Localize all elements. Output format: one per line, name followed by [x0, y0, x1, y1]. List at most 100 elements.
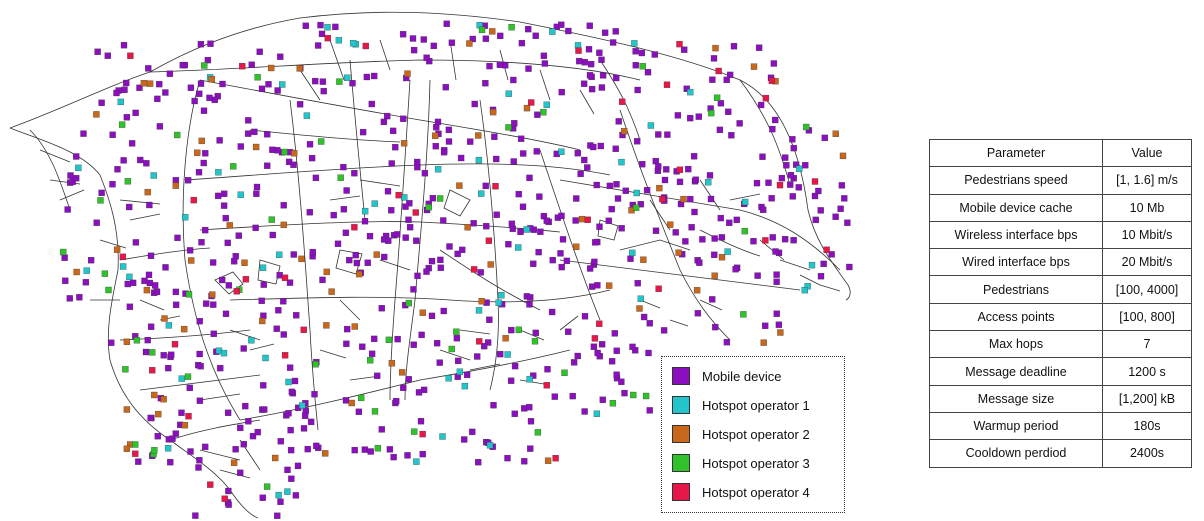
mobile-device-marker	[363, 73, 371, 81]
mobile-device-marker	[732, 266, 739, 273]
mobile-device-marker	[273, 325, 280, 332]
parameter-name: Access points	[929, 302, 1103, 332]
mobile-device-marker	[644, 69, 652, 76]
hotspot-operator-2-marker	[466, 40, 473, 47]
mobile-device-marker	[225, 501, 232, 508]
hotspot-operator-3-marker	[312, 361, 319, 368]
mobile-device-marker	[400, 115, 407, 122]
table-row: Max hops 7	[929, 330, 1192, 359]
mobile-device-marker	[643, 187, 651, 194]
mobile-device-marker	[402, 234, 409, 241]
mobile-device-marker	[486, 62, 493, 70]
mobile-device-marker	[93, 219, 100, 226]
hotspot-operator-1-marker	[279, 81, 286, 88]
mobile-device-marker	[716, 126, 724, 134]
mobile-device-marker	[723, 76, 730, 84]
mobile-device-marker	[563, 257, 571, 265]
mobile-device-marker	[470, 220, 477, 227]
mobile-device-marker	[688, 224, 695, 231]
hotspot-operator-3-marker	[505, 124, 512, 131]
mobile-device-marker	[420, 36, 427, 43]
mobile-device-marker	[599, 72, 607, 79]
mobile-device-marker	[760, 206, 767, 213]
hotspot-operator-1-marker	[504, 351, 511, 358]
mobile-device-marker	[196, 350, 203, 358]
mobile-device-marker	[706, 172, 714, 179]
table-row: Wireless interface bps 10 Mbit/s	[929, 220, 1192, 250]
mobile-device-marker	[540, 52, 548, 59]
hotspot-operator-1-marker	[705, 179, 712, 186]
hotspot-operator-2-marker	[578, 215, 586, 223]
mobile-device-marker	[217, 364, 224, 372]
mobile-device-marker	[414, 272, 421, 280]
hotspot-operator-4-marker	[395, 191, 402, 199]
mobile-device-marker	[240, 345, 247, 352]
parameter-value: 10 Mbit/s	[1102, 220, 1192, 250]
mobile-device-marker	[627, 255, 634, 262]
mobile-device-marker	[392, 144, 399, 151]
mobile-device-marker	[510, 158, 517, 165]
hotspot-operator-2-marker	[268, 64, 275, 72]
mobile-device-marker	[73, 153, 80, 160]
hotspot-operator-2-marker	[656, 184, 663, 192]
hotspot-operator-2-marker	[640, 256, 647, 263]
mobile-device-marker	[380, 118, 388, 126]
mobile-device-marker	[145, 65, 152, 72]
table-row: Message deadline 1200 s	[929, 357, 1192, 386]
mobile-device-marker	[590, 143, 597, 151]
mobile-device-marker	[330, 211, 337, 219]
hotspot-operator-3-marker	[448, 345, 455, 353]
mobile-device-marker	[82, 279, 90, 286]
hotspot-operator-2-marker	[230, 459, 238, 466]
mobile-device-marker	[368, 350, 376, 357]
table-row: Pedestrians [100, 4000]	[929, 275, 1192, 304]
hotspot-operator-4-marker	[676, 40, 683, 48]
mobile-device-marker	[527, 418, 535, 425]
mobile-device-marker	[622, 187, 629, 194]
hotspot-operator-3-marker	[337, 174, 344, 181]
mobile-device-marker	[259, 494, 266, 501]
mobile-device-marker	[759, 153, 766, 160]
mobile-device-marker	[526, 174, 533, 182]
mobile-device-marker	[757, 101, 765, 109]
mobile-device-marker	[611, 330, 618, 337]
hotspot-operator-2-marker	[194, 149, 201, 156]
mobile-device-marker	[511, 362, 519, 370]
hotspot-operator-4-marker	[324, 34, 331, 42]
mobile-device-marker	[433, 340, 441, 347]
mobile-device-marker	[292, 492, 300, 499]
mobile-device-marker	[202, 226, 209, 234]
hotspot-operator-2-marker	[478, 298, 485, 305]
mobile-device-marker	[410, 286, 417, 293]
mobile-device-marker	[225, 487, 232, 495]
mobile-device-marker	[437, 264, 444, 271]
mobile-device-marker	[200, 107, 208, 114]
hotspot-operator-4-marker	[221, 495, 228, 502]
ring-road	[239, 349, 571, 421]
mobile-device-marker	[820, 260, 827, 268]
hotspot-operator-3-marker	[534, 429, 542, 436]
mobile-device-marker	[353, 259, 361, 267]
hotspot-operator-3-marker	[453, 328, 460, 335]
hotspot-operator-2-marker	[172, 182, 179, 189]
mobile-device-marker	[418, 331, 425, 339]
hotspot-operator-1-marker	[285, 378, 292, 386]
hotspot-operator-1-marker	[248, 337, 255, 344]
hotspot-operator-1-marker	[549, 28, 556, 35]
mobile-device-marker	[220, 202, 228, 209]
mobile-device-marker	[124, 280, 131, 288]
hotspot-operator-2-swatch	[672, 425, 690, 443]
mobile-device-marker	[286, 279, 294, 286]
mobile-device-marker	[726, 71, 734, 79]
marker-layer	[60, 20, 853, 519]
hotspot-operator-2-marker	[388, 360, 396, 367]
parameter-value: 1200 s	[1102, 357, 1192, 386]
mobile-device-marker	[260, 312, 267, 319]
hotspot-operator-3-marker	[367, 357, 374, 364]
mobile-device-marker	[417, 418, 425, 425]
mobile-device-marker	[306, 209, 313, 216]
table-row: Access points [100, 800]	[929, 302, 1192, 332]
hotspot-operator-3-marker	[281, 148, 288, 156]
mobile-device-marker	[371, 72, 378, 80]
hotspot-operator-2-marker	[777, 329, 784, 336]
